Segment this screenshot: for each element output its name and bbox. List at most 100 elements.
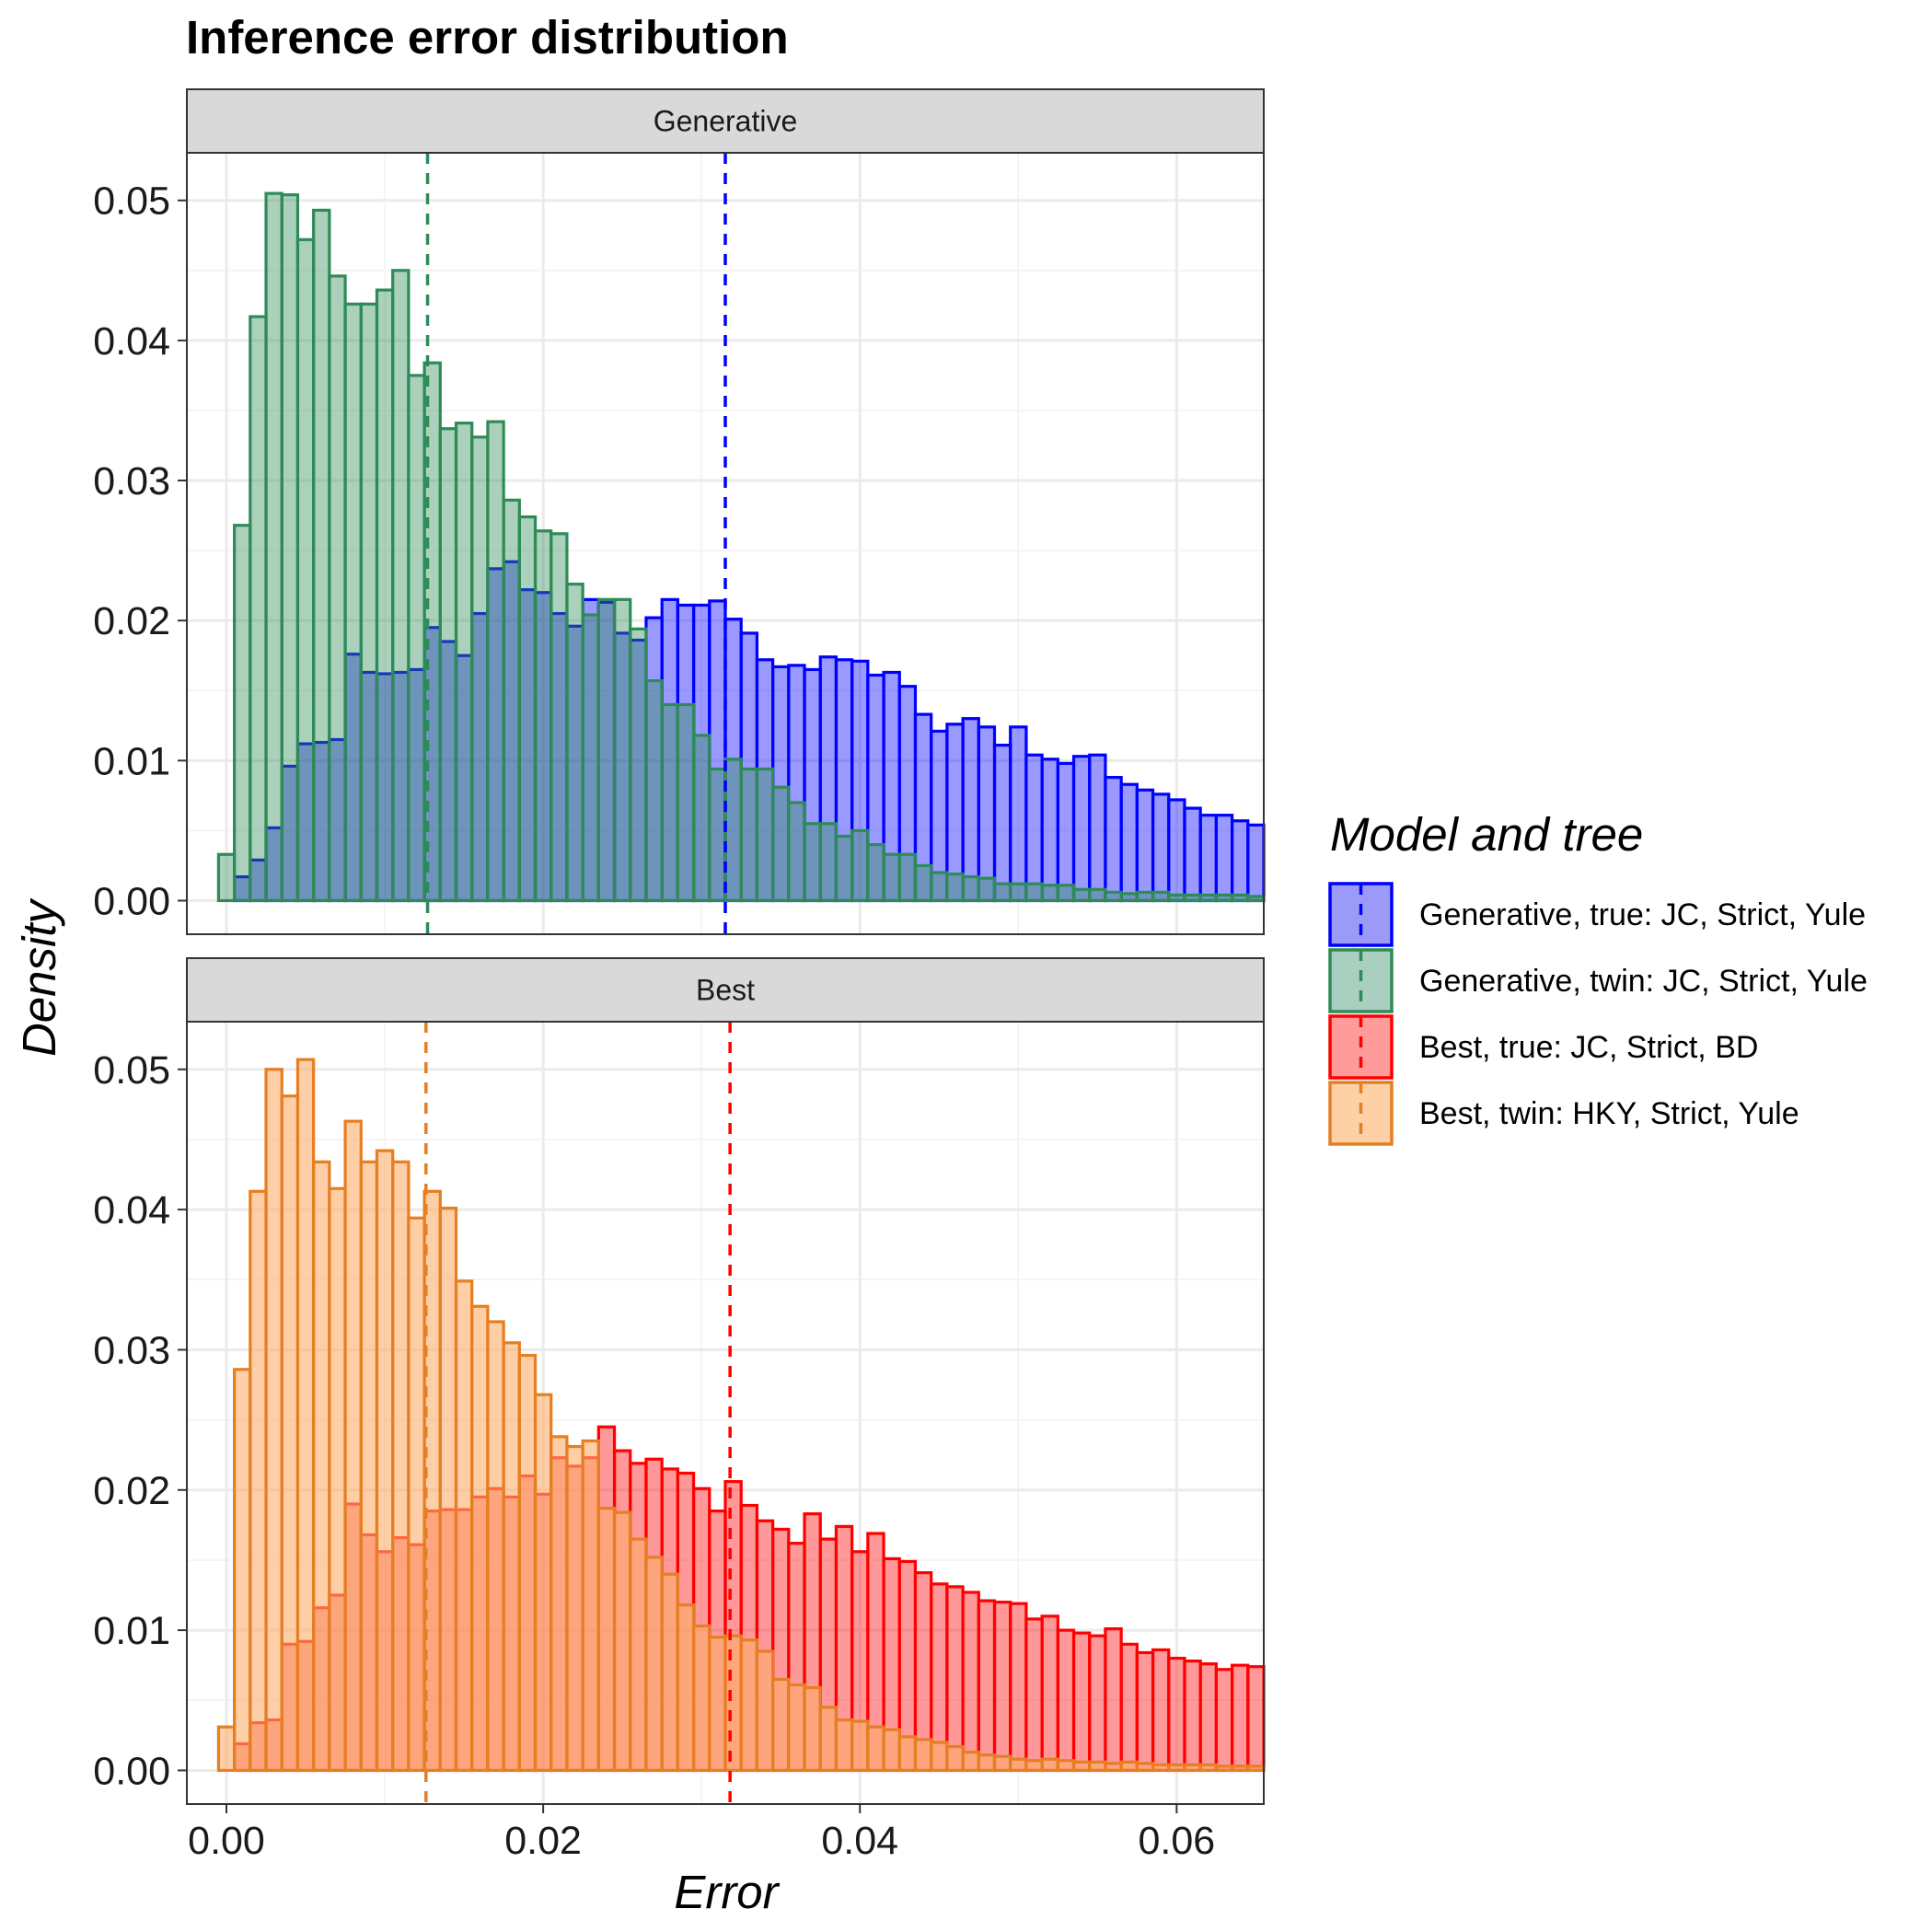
bar xyxy=(961,1751,980,1773)
bar xyxy=(644,1556,664,1773)
bar xyxy=(1198,1662,1218,1773)
y-axis-title: Density xyxy=(13,897,65,1057)
bar xyxy=(517,1353,538,1773)
y-tick-label: 0.02 xyxy=(93,1469,170,1513)
bar xyxy=(818,1706,839,1773)
bar xyxy=(375,1149,395,1773)
bar xyxy=(992,882,1012,903)
legend: Model and tree Generative, true: JC, Str… xyxy=(1328,808,1868,1146)
bar xyxy=(992,1601,1012,1773)
bar xyxy=(1230,819,1250,903)
bar xyxy=(977,1599,997,1773)
y-tick-label: 0.04 xyxy=(93,1188,170,1232)
bar xyxy=(992,1754,1012,1773)
bar xyxy=(565,1444,584,1773)
bar xyxy=(312,208,331,903)
bar xyxy=(612,1510,632,1773)
bar xyxy=(328,274,347,903)
y-tick-label: 0.00 xyxy=(93,879,170,923)
bar xyxy=(992,743,1012,903)
bar xyxy=(723,758,743,903)
bar xyxy=(691,1624,711,1773)
bar xyxy=(977,1753,997,1773)
bar xyxy=(771,1677,791,1773)
bar xyxy=(533,529,553,903)
facet-strip xyxy=(186,957,1265,1023)
bar xyxy=(1009,1757,1028,1773)
x-axis-title: Error xyxy=(674,1866,780,1918)
bar xyxy=(850,828,870,903)
bar xyxy=(1135,1650,1155,1773)
x-tick-label: 0.02 xyxy=(504,1819,582,1863)
bar xyxy=(818,822,839,903)
bar xyxy=(216,852,237,903)
bar xyxy=(343,302,363,903)
bar xyxy=(1040,1614,1059,1773)
bar xyxy=(438,427,458,903)
bar xyxy=(581,613,600,903)
bar xyxy=(1246,823,1266,903)
bar xyxy=(533,1393,553,1773)
bar xyxy=(1104,890,1123,903)
bar xyxy=(1198,814,1218,903)
bar xyxy=(897,852,918,903)
bar xyxy=(233,1368,252,1773)
bar xyxy=(1151,1763,1171,1773)
bar xyxy=(1119,1760,1139,1773)
bar xyxy=(660,702,679,903)
bar xyxy=(930,871,949,903)
bar xyxy=(1040,1757,1059,1773)
y-tick-label: 0.03 xyxy=(93,459,170,503)
y-tick-label: 0.01 xyxy=(93,1609,170,1653)
bar xyxy=(1119,782,1139,903)
bar xyxy=(1119,892,1139,903)
bar xyxy=(945,1744,965,1773)
bar xyxy=(723,1634,743,1773)
bar xyxy=(1167,893,1186,903)
bar xyxy=(1151,890,1171,903)
bar xyxy=(612,597,632,903)
bar xyxy=(249,315,268,903)
bar xyxy=(691,734,711,903)
bar xyxy=(834,1718,854,1773)
bar xyxy=(945,872,965,903)
bar xyxy=(977,876,997,903)
legend-label: Generative, true: JC, Strict, Yule xyxy=(1419,897,1866,932)
bar xyxy=(391,1160,411,1773)
bar xyxy=(629,1537,648,1773)
bar xyxy=(1135,890,1155,903)
y-tick-label: 0.03 xyxy=(93,1328,170,1372)
bar xyxy=(422,1189,442,1773)
bar xyxy=(708,1636,727,1773)
bar xyxy=(755,1649,775,1773)
bar xyxy=(486,420,505,903)
bar xyxy=(897,1735,918,1773)
bar xyxy=(961,717,980,903)
bar xyxy=(1183,1660,1202,1773)
bar xyxy=(1056,1628,1076,1773)
bar xyxy=(1135,788,1155,903)
bar xyxy=(1040,758,1059,903)
bar xyxy=(708,767,727,903)
bar xyxy=(644,679,664,903)
facet-strip-label: Generative xyxy=(654,105,798,138)
bar xyxy=(295,237,316,903)
bar xyxy=(1198,1763,1218,1773)
bar xyxy=(834,834,854,903)
bar xyxy=(1167,798,1186,903)
bar xyxy=(866,843,885,903)
legend-label: Best, true: JC, Strict, BD xyxy=(1419,1030,1758,1065)
bar xyxy=(1151,1648,1171,1773)
bar xyxy=(1135,1762,1155,1773)
bar xyxy=(249,1189,268,1773)
bar xyxy=(913,863,933,903)
bar xyxy=(676,702,696,903)
bar xyxy=(1024,1617,1044,1773)
bar xyxy=(676,1603,696,1773)
x-tick-label: 0.00 xyxy=(188,1819,265,1863)
bar xyxy=(1183,893,1202,903)
legend-label: Generative, twin: JC, Strict, Yule xyxy=(1419,964,1868,999)
facet-strip xyxy=(186,88,1265,154)
bar xyxy=(866,1725,885,1773)
bar xyxy=(1167,1763,1186,1773)
